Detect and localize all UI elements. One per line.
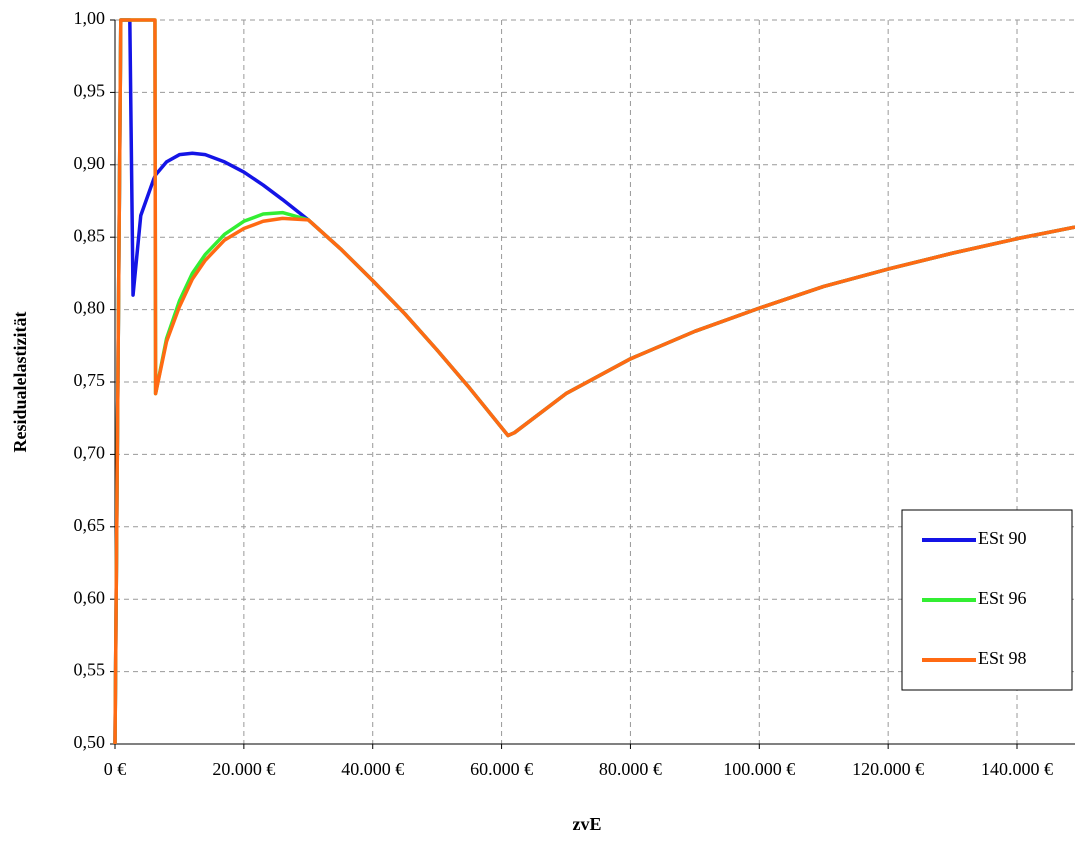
legend-label: ESt 90 bbox=[978, 528, 1027, 548]
series-line bbox=[113, 18, 1075, 745]
y-tick-label: 0,75 bbox=[74, 370, 106, 390]
legend-label: ESt 98 bbox=[978, 648, 1027, 668]
legend: ESt 90 ESt 96 ESt 98 bbox=[901, 509, 1073, 691]
y-tick-label: 0,65 bbox=[74, 515, 106, 535]
x-tick-label: 80.000 € bbox=[599, 759, 662, 779]
legend-label: ESt 96 bbox=[978, 588, 1027, 608]
x-tick-label: 100.000 € bbox=[723, 759, 795, 779]
y-tick-label: 0,60 bbox=[74, 587, 106, 607]
x-tick-label: 120.000 € bbox=[852, 759, 924, 779]
y-tick-label: 1,00 bbox=[74, 8, 106, 28]
y-tick-label: 0,85 bbox=[74, 225, 106, 245]
y-tick-label: 0,95 bbox=[74, 81, 106, 101]
y-tick-label: 0,55 bbox=[74, 660, 106, 680]
x-tick-label: 20.000 € bbox=[212, 759, 275, 779]
y-axis-title: Residualelastizität bbox=[10, 312, 30, 453]
y-tick-label: 0,80 bbox=[74, 298, 106, 318]
y-tick-label: 0,70 bbox=[74, 443, 106, 463]
x-tick-label: 140.000 € bbox=[981, 759, 1053, 779]
y-tick-label: 0,90 bbox=[74, 153, 106, 173]
x-axis-title: zvE bbox=[573, 814, 602, 834]
y-tick-label: 0,50 bbox=[74, 732, 106, 752]
x-tick-label: 60.000 € bbox=[470, 759, 533, 779]
x-tick-label: 0 € bbox=[104, 759, 127, 779]
x-tick-label: 40.000 € bbox=[341, 759, 404, 779]
